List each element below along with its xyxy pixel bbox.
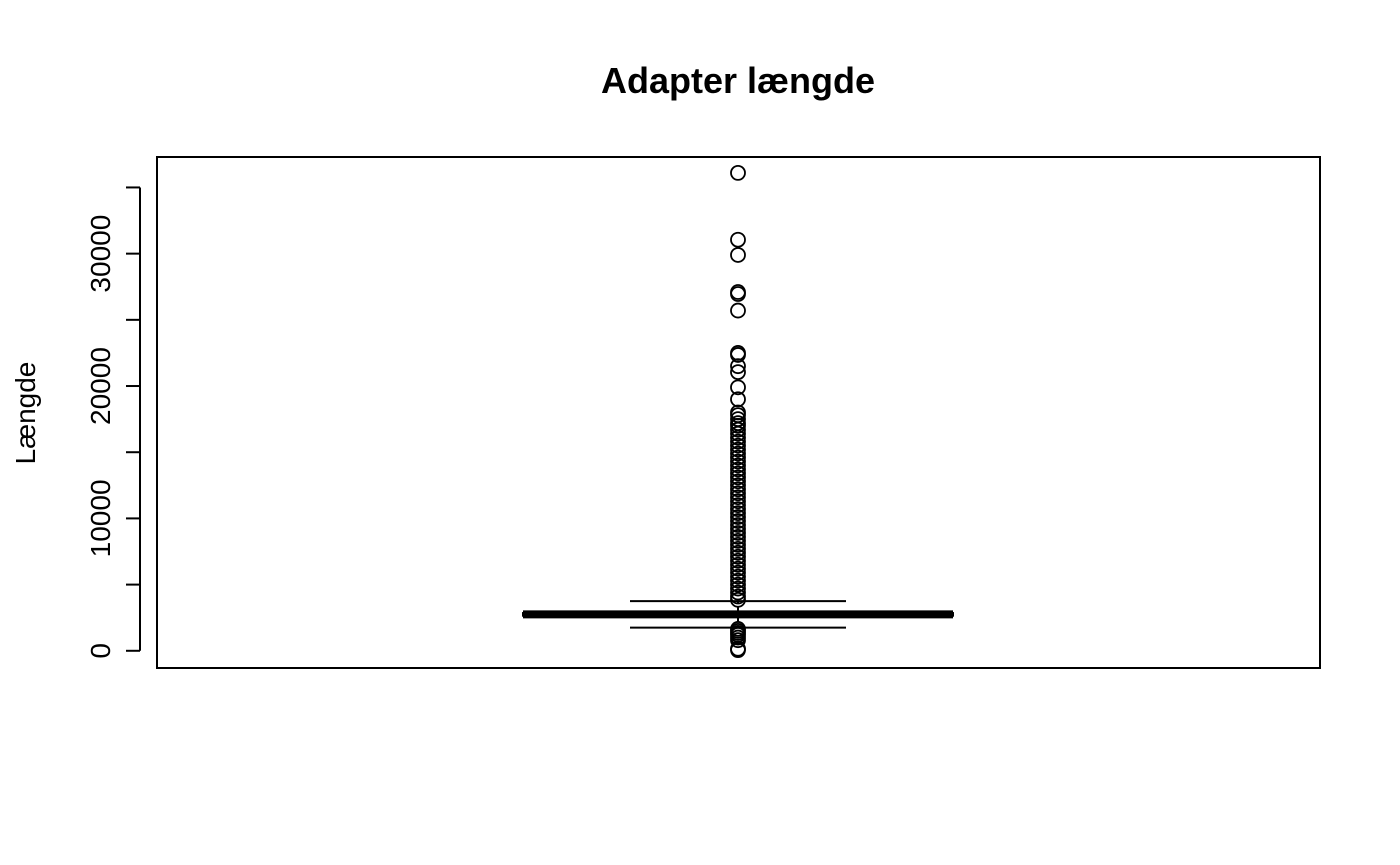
outlier-point xyxy=(730,417,746,434)
outlier-point xyxy=(730,568,746,585)
chart-title: Adapter længde xyxy=(601,60,875,101)
outlier-point xyxy=(730,584,746,601)
outlier-point xyxy=(730,481,746,498)
outlier-point xyxy=(730,529,746,545)
outlier-point xyxy=(730,509,746,525)
outlier-point xyxy=(730,540,746,557)
outlier-point xyxy=(730,632,746,649)
outlier-point xyxy=(730,536,746,553)
outlier-point xyxy=(730,469,746,486)
outlier-point xyxy=(730,493,746,510)
boxplot-box xyxy=(522,600,954,629)
outlier-point xyxy=(730,358,746,375)
outlier-point xyxy=(730,465,746,482)
y-axis: 0 10000 20000 30000 xyxy=(85,186,141,659)
outlier-point xyxy=(730,457,746,474)
outlier-point xyxy=(730,425,746,442)
outlier-point xyxy=(730,501,746,518)
outlier-point xyxy=(730,461,746,478)
outlier-point xyxy=(730,525,746,541)
outlier-point xyxy=(730,489,746,506)
outlier-point xyxy=(730,591,746,608)
outlier-point xyxy=(730,473,746,490)
outlier-point xyxy=(730,560,746,577)
y-axis-label: Længde xyxy=(10,362,41,465)
outlier-points xyxy=(730,164,746,659)
outlier-point xyxy=(730,445,746,462)
outlier-point xyxy=(730,642,746,659)
outlier-point xyxy=(730,521,746,537)
outlier-point xyxy=(730,485,746,502)
outlier-point xyxy=(730,513,746,529)
outlier-point xyxy=(730,552,746,569)
outlier-point xyxy=(730,247,746,263)
y-tick-label: 30000 xyxy=(85,215,116,293)
outlier-point xyxy=(730,453,746,470)
outlier-point xyxy=(730,517,746,533)
outlier-point xyxy=(730,364,746,381)
outlier-point xyxy=(730,556,746,573)
outlier-point xyxy=(730,302,746,319)
outlier-point xyxy=(730,429,746,446)
outlier-point xyxy=(730,544,746,561)
outlier-point xyxy=(730,497,746,514)
outlier-point xyxy=(730,231,746,248)
outlier-point xyxy=(730,421,746,438)
outlier-point xyxy=(730,548,746,565)
outlier-point xyxy=(730,441,746,458)
plot-frame xyxy=(156,156,1321,669)
y-tick-label: 0 xyxy=(85,643,116,659)
outlier-point xyxy=(730,576,746,593)
outlier-point xyxy=(730,580,746,597)
outlier-point xyxy=(730,164,746,181)
outlier-point xyxy=(730,437,746,454)
outlier-point xyxy=(730,286,746,302)
outlier-point xyxy=(730,379,746,396)
outlier-point xyxy=(730,449,746,466)
y-tick-label: 10000 xyxy=(85,479,116,557)
outlier-point xyxy=(730,477,746,494)
outlier-point xyxy=(730,433,746,450)
y-tick-label: 20000 xyxy=(85,347,116,425)
outlier-point xyxy=(730,505,746,522)
outlier-point xyxy=(730,533,746,549)
outlier-point xyxy=(730,564,746,581)
outlier-point xyxy=(730,572,746,589)
outlier-point xyxy=(730,347,746,363)
